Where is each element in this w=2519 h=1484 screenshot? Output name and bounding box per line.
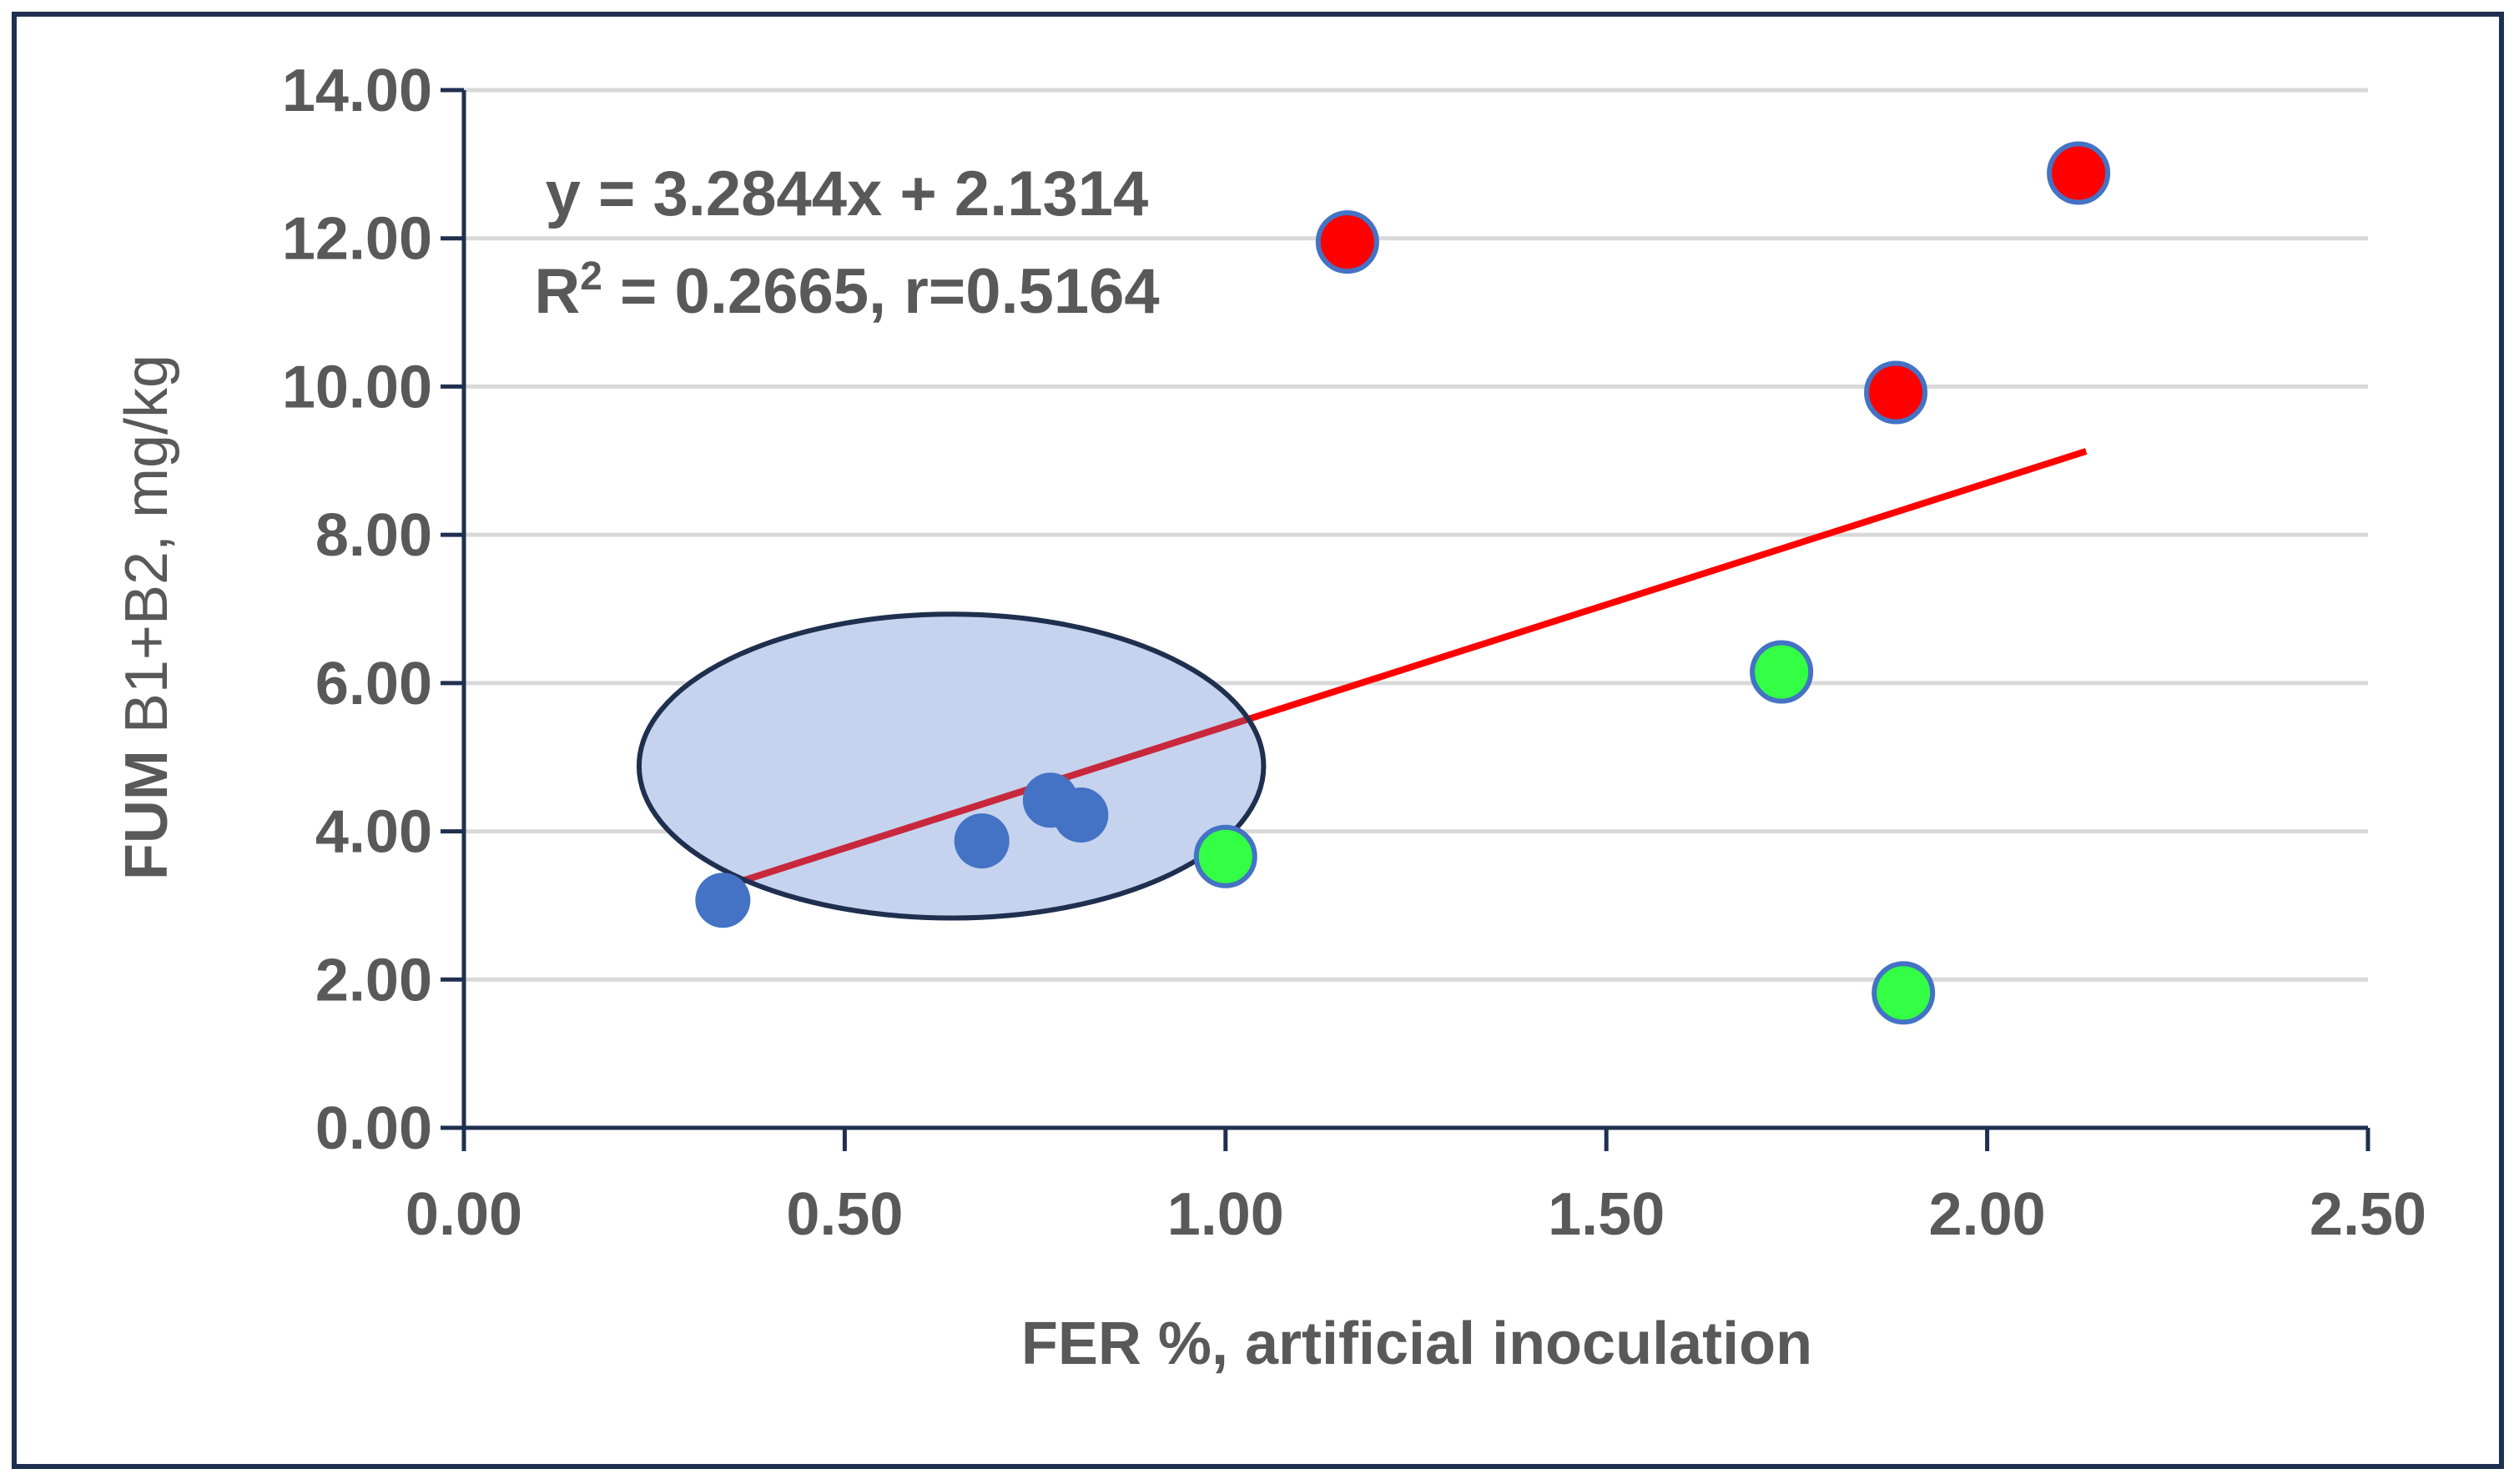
r-squared-prefix: R	[534, 256, 580, 327]
x-tick-label-1: 0.50	[786, 1181, 903, 1248]
highlight-ellipse-fill	[638, 614, 1264, 918]
x-tick-label-3: 1.50	[1548, 1181, 1665, 1248]
point-green-1	[1750, 640, 1814, 704]
x-tick-label-0: 0.00	[406, 1181, 522, 1248]
point-red-2	[2047, 141, 2111, 205]
point-blue-3	[1053, 787, 1109, 843]
x-tick-label-5: 2.50	[2310, 1181, 2426, 1248]
x-tick-label-2: 1.00	[1167, 1181, 1284, 1248]
point-red-1	[1864, 360, 1928, 425]
y-axis-title-bold: FUM	[113, 750, 180, 880]
x-tick-label-4: 2.00	[1929, 1181, 2046, 1248]
y-axis-title: FUM B1+B2, mg/kg	[113, 355, 180, 880]
y-tick-label-7: 14.00	[282, 58, 432, 124]
y-tick-label-6: 12.00	[282, 206, 432, 273]
y-tick-label-4: 8.00	[315, 502, 432, 569]
axes	[441, 88, 2370, 1151]
y-tick-label-2: 4.00	[315, 799, 432, 866]
tick-labels: 0.00 2.00 4.00 6.00 8.00 10.00 12.00 14.00 0.00 0…	[282, 58, 2426, 1248]
data-points	[695, 141, 2111, 1025]
y-tick-label-3: 6.00	[315, 651, 432, 717]
y-tick-label-1: 2.00	[315, 947, 432, 1014]
y-tick-label-0: 0.00	[315, 1095, 432, 1162]
regression-equation: y = 3.2844x + 2.1314	[546, 158, 1149, 229]
highlight-ellipse-outline	[636, 611, 1267, 921]
point-green-2	[1872, 961, 1936, 1025]
trendline-inside-ellipse	[722, 614, 1264, 891]
y-axis-title-rest: B1+B2, mg/kg	[113, 355, 180, 750]
r-squared-value: = 0.2665, r=0.5164	[602, 256, 1160, 327]
point-red-0	[1315, 210, 1379, 274]
point-green-0	[1193, 824, 1257, 888]
highlight-ellipse-layer	[638, 614, 1264, 918]
x-axis-title: FER %, artificial inoculation	[1021, 1310, 1812, 1377]
r-squared-label: R2 = 0.2665, r=0.5164	[534, 254, 1159, 327]
y-tick-label-5: 10.00	[282, 354, 432, 420]
point-blue-1	[954, 813, 1010, 869]
r-squared-superscript: 2	[580, 254, 602, 299]
trendline-layer	[636, 448, 2088, 921]
point-blue-0	[695, 873, 751, 928]
